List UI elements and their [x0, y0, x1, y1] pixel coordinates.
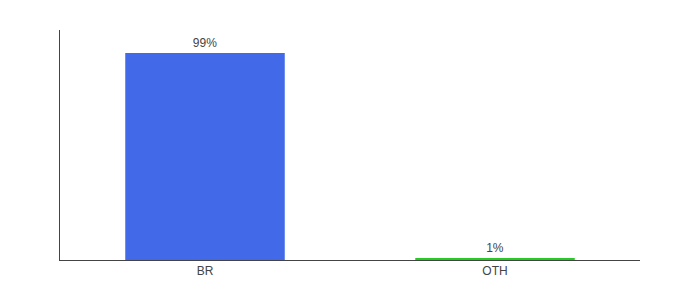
- svg-text:99%: 99%: [193, 36, 217, 50]
- svg-text:BR: BR: [197, 264, 214, 278]
- svg-text:1%: 1%: [486, 241, 504, 255]
- svg-text:OTH: OTH: [482, 264, 507, 278]
